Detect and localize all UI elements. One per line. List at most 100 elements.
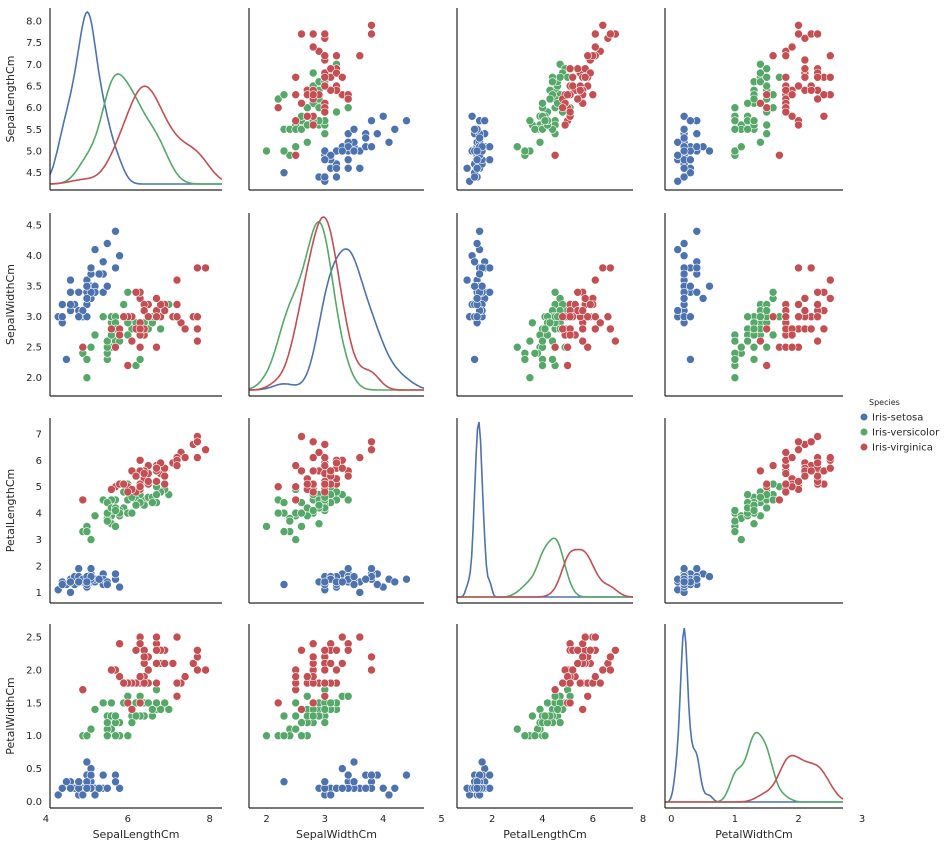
scatter-point-Iris-virginica [144, 477, 153, 486]
scatter-point-Iris-versicolor [553, 705, 562, 714]
scatter-point-Iris-versicolor [320, 129, 330, 138]
x-axis-label-PetalLengthCm: PetalLengthCm [503, 828, 586, 841]
scatter-point-Iris-versicolor [525, 336, 535, 346]
scatter-point-Iris-setosa [57, 783, 67, 793]
scatter-point-Iris-virginica [578, 336, 588, 346]
x-axis-label-SepalWidthCm: SepalWidthCm [296, 828, 377, 841]
scatter-point-Iris-versicolor [762, 81, 772, 91]
scatter-point-Iris-versicolor [528, 318, 537, 328]
scatter-point-Iris-virginica [794, 445, 803, 455]
scatter-point-Iris-virginica [825, 51, 835, 61]
scatter-point-Iris-versicolor [538, 336, 547, 346]
scatter-point-Iris-virginica [308, 698, 318, 708]
scatter-point-Iris-virginica [273, 698, 283, 708]
scatter-point-Iris-setosa [320, 146, 330, 156]
scatter-point-Iris-virginica [135, 639, 145, 649]
scatter-point-Iris-versicolor [291, 535, 301, 544]
scatter-point-Iris-virginica [314, 448, 324, 457]
scatter-point-Iris-versicolor [308, 506, 318, 515]
kde-line-Iris-setosa [457, 421, 633, 598]
scatter-point-Iris-versicolor [82, 355, 92, 364]
scatter-point-Iris-setosa [343, 129, 353, 138]
scatter-point-Iris-versicolor [749, 506, 759, 515]
scatter-point-Iris-virginica [563, 90, 572, 99]
scatter-point-Iris-virginica [107, 485, 116, 494]
scatter-point-Iris-versicolor [545, 94, 555, 104]
scatter-point-Iris-virginica [756, 99, 765, 108]
scatter-point-Iris-versicolor [297, 731, 306, 741]
scatter-point-Iris-virginica [297, 466, 306, 476]
scatter-point-Iris-virginica [160, 659, 169, 668]
scatter-point-Iris-virginica [115, 330, 124, 340]
scatter-point-Iris-virginica [291, 482, 301, 492]
y-tick-label: 5.0 [26, 147, 42, 158]
scatter-point-Iris-virginica [575, 86, 585, 95]
scatter-point-Iris-virginica [588, 90, 598, 99]
scatter-point-Iris-versicolor [273, 94, 283, 104]
scatter-point-Iris-virginica [193, 453, 202, 462]
scatter-point-Iris-virginica [332, 51, 341, 61]
scatter-point-Iris-virginica [813, 94, 822, 104]
scatter-point-Iris-virginica [800, 33, 810, 43]
scatter-point-Iris-virginica [806, 86, 816, 95]
scatter-point-Iris-setosa [462, 164, 472, 173]
x-tick-label: 1 [732, 814, 738, 825]
scatter-point-Iris-setosa [82, 294, 92, 303]
scatter-point-Iris-virginica [172, 461, 182, 470]
scatter-point-Iris-virginica [794, 120, 803, 130]
scatter-point-Iris-setosa [367, 564, 376, 573]
scatter-point-Iris-virginica [787, 90, 797, 99]
scatter-point-Iris-setosa [66, 275, 75, 285]
scatter-point-Iris-setosa [279, 168, 289, 177]
scatter-point-Iris-virginica [123, 361, 133, 370]
scatter-point-Iris-virginica [135, 482, 145, 492]
scatter-point-Iris-virginica [115, 672, 124, 681]
panel-SepalLengthCm-vs-PetalLengthCm [456, 8, 633, 191]
scatter-point-Iris-virginica [320, 440, 330, 449]
scatter-point-Iris-virginica [606, 324, 615, 334]
scatter-point-Iris-versicolor [538, 361, 547, 370]
scatter-point-Iris-versicolor [332, 107, 341, 117]
scatter-point-Iris-virginica [139, 306, 149, 315]
scatter-point-Iris-setosa [686, 168, 695, 177]
scatter-point-Iris-virginica [550, 342, 560, 352]
scatter-point-Iris-versicolor [262, 146, 271, 156]
scatter-point-Iris-virginica [563, 342, 572, 352]
x-tick-label: 8 [640, 814, 646, 825]
scatter-point-Iris-virginica [819, 90, 829, 99]
scatter-point-Iris-virginica [131, 471, 141, 481]
scatter-point-Iris-setosa [78, 790, 88, 800]
scatter-point-Iris-setosa [467, 112, 477, 121]
scatter-point-Iris-setosa [115, 251, 124, 260]
scatter-point-Iris-versicolor [148, 498, 157, 507]
scatter-point-Iris-virginica [355, 51, 365, 61]
x-axis-label-PetalWidthCm: PetalWidthCm [715, 828, 792, 841]
x-tick-label: 3 [859, 814, 865, 825]
scatter-point-Iris-virginica [308, 120, 318, 130]
scatter-point-Iris-virginica [152, 659, 161, 668]
scatter-point-Iris-setosa [355, 164, 365, 173]
scatter-point-Iris-versicolor [111, 731, 120, 741]
scatter-point-Iris-setosa [349, 146, 359, 156]
scatter-point-Iris-setosa [320, 777, 330, 787]
scatter-point-Iris-setosa [361, 783, 371, 793]
scatter-point-Iris-setosa [485, 770, 495, 780]
scatter-point-Iris-virginica [787, 453, 797, 462]
scatter-point-Iris-versicolor [550, 287, 560, 297]
scatter-point-Iris-virginica [308, 487, 318, 497]
scatter-point-Iris-versicolor [82, 373, 92, 383]
scatter-point-Iris-virginica [332, 645, 341, 655]
scatter-point-Iris-versicolor [291, 698, 301, 708]
scatter-point-Iris-versicolor [90, 511, 100, 521]
scatter-point-Iris-virginica [800, 294, 810, 303]
x-tick-label: 2 [489, 814, 495, 825]
scatter-point-Iris-virginica [131, 645, 141, 655]
scatter-point-Iris-virginica [180, 324, 190, 334]
scatter-point-Iris-virginica [756, 466, 765, 476]
y-axis-label-SepalWidthCm: SepalWidthCm [4, 264, 17, 345]
scatter-point-Iris-virginica [813, 432, 822, 441]
scatter-point-Iris-virginica [273, 103, 283, 112]
scatter-point-Iris-setosa [475, 133, 484, 143]
scatter-point-Iris-versicolor [749, 355, 759, 364]
scatter-point-Iris-versicolor [548, 355, 557, 364]
